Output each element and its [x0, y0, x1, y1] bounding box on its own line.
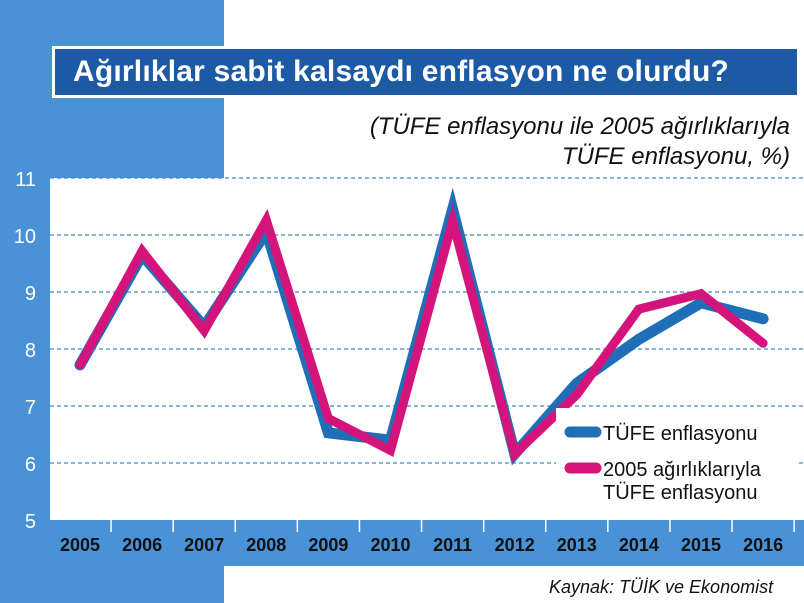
legend-label-2-line-2: TÜFE enflasyonu: [603, 482, 758, 504]
y-tick-label: 10: [14, 226, 36, 248]
subtitle-line-1: (TÜFE enflasyonu ile 2005 ağırlıklarıyla: [369, 113, 790, 140]
y-tick-label: 6: [25, 454, 36, 476]
x-tick-label: 2012: [495, 535, 535, 555]
y-tick-label: 8: [25, 340, 36, 362]
x-tick-label: 2010: [370, 535, 410, 555]
y-tick-label: 5: [25, 511, 36, 533]
x-axis: 2005 2006 2007 2008 2009 2010 2011 2012 2013 2014…: [50, 520, 804, 566]
x-tick-label: 2008: [246, 535, 286, 555]
y-tick-label: 9: [25, 283, 36, 305]
x-tick-label: 2014: [619, 535, 659, 555]
x-tick-label: 2013: [557, 535, 597, 555]
series-line-2: [75, 203, 768, 463]
chart-subtitle: (TÜFE enflasyonu ile 2005 ağırlıklarıyla…: [370, 112, 790, 172]
x-tick-label: 2015: [681, 535, 721, 555]
legend-label-2: 2005 ağırlıklarıyla: [603, 459, 762, 481]
x-tick-label: 2009: [308, 535, 348, 555]
chart-title: Ağırlıklar sabit kalsaydı enflasyon ne o…: [73, 55, 730, 88]
x-tick-label: 2016: [743, 535, 783, 555]
series-lines: [74, 187, 769, 466]
x-tick-label: 2006: [122, 535, 162, 555]
legend-box: [556, 408, 796, 504]
y-tick-label: 11: [15, 169, 36, 191]
title-bar: Ağırlıklar sabit kalsaydı enflasyon ne o…: [52, 46, 800, 98]
x-tick-label: 2007: [184, 535, 224, 555]
legend-label-1: TÜFE enflasyonu: [603, 423, 758, 445]
x-axis-band: [50, 520, 804, 566]
x-tick-label: 2005: [60, 535, 100, 555]
y-tick-label: 7: [25, 397, 36, 419]
y-axis-ticks: 5 6 7 8 9 10 11: [14, 169, 36, 533]
subtitle-line-2: TÜFE enflasyonu, %): [561, 143, 790, 170]
x-tick-label: 2011: [433, 535, 472, 555]
source-note: Kaynak: TÜİK ve Ekonomist: [545, 572, 804, 603]
